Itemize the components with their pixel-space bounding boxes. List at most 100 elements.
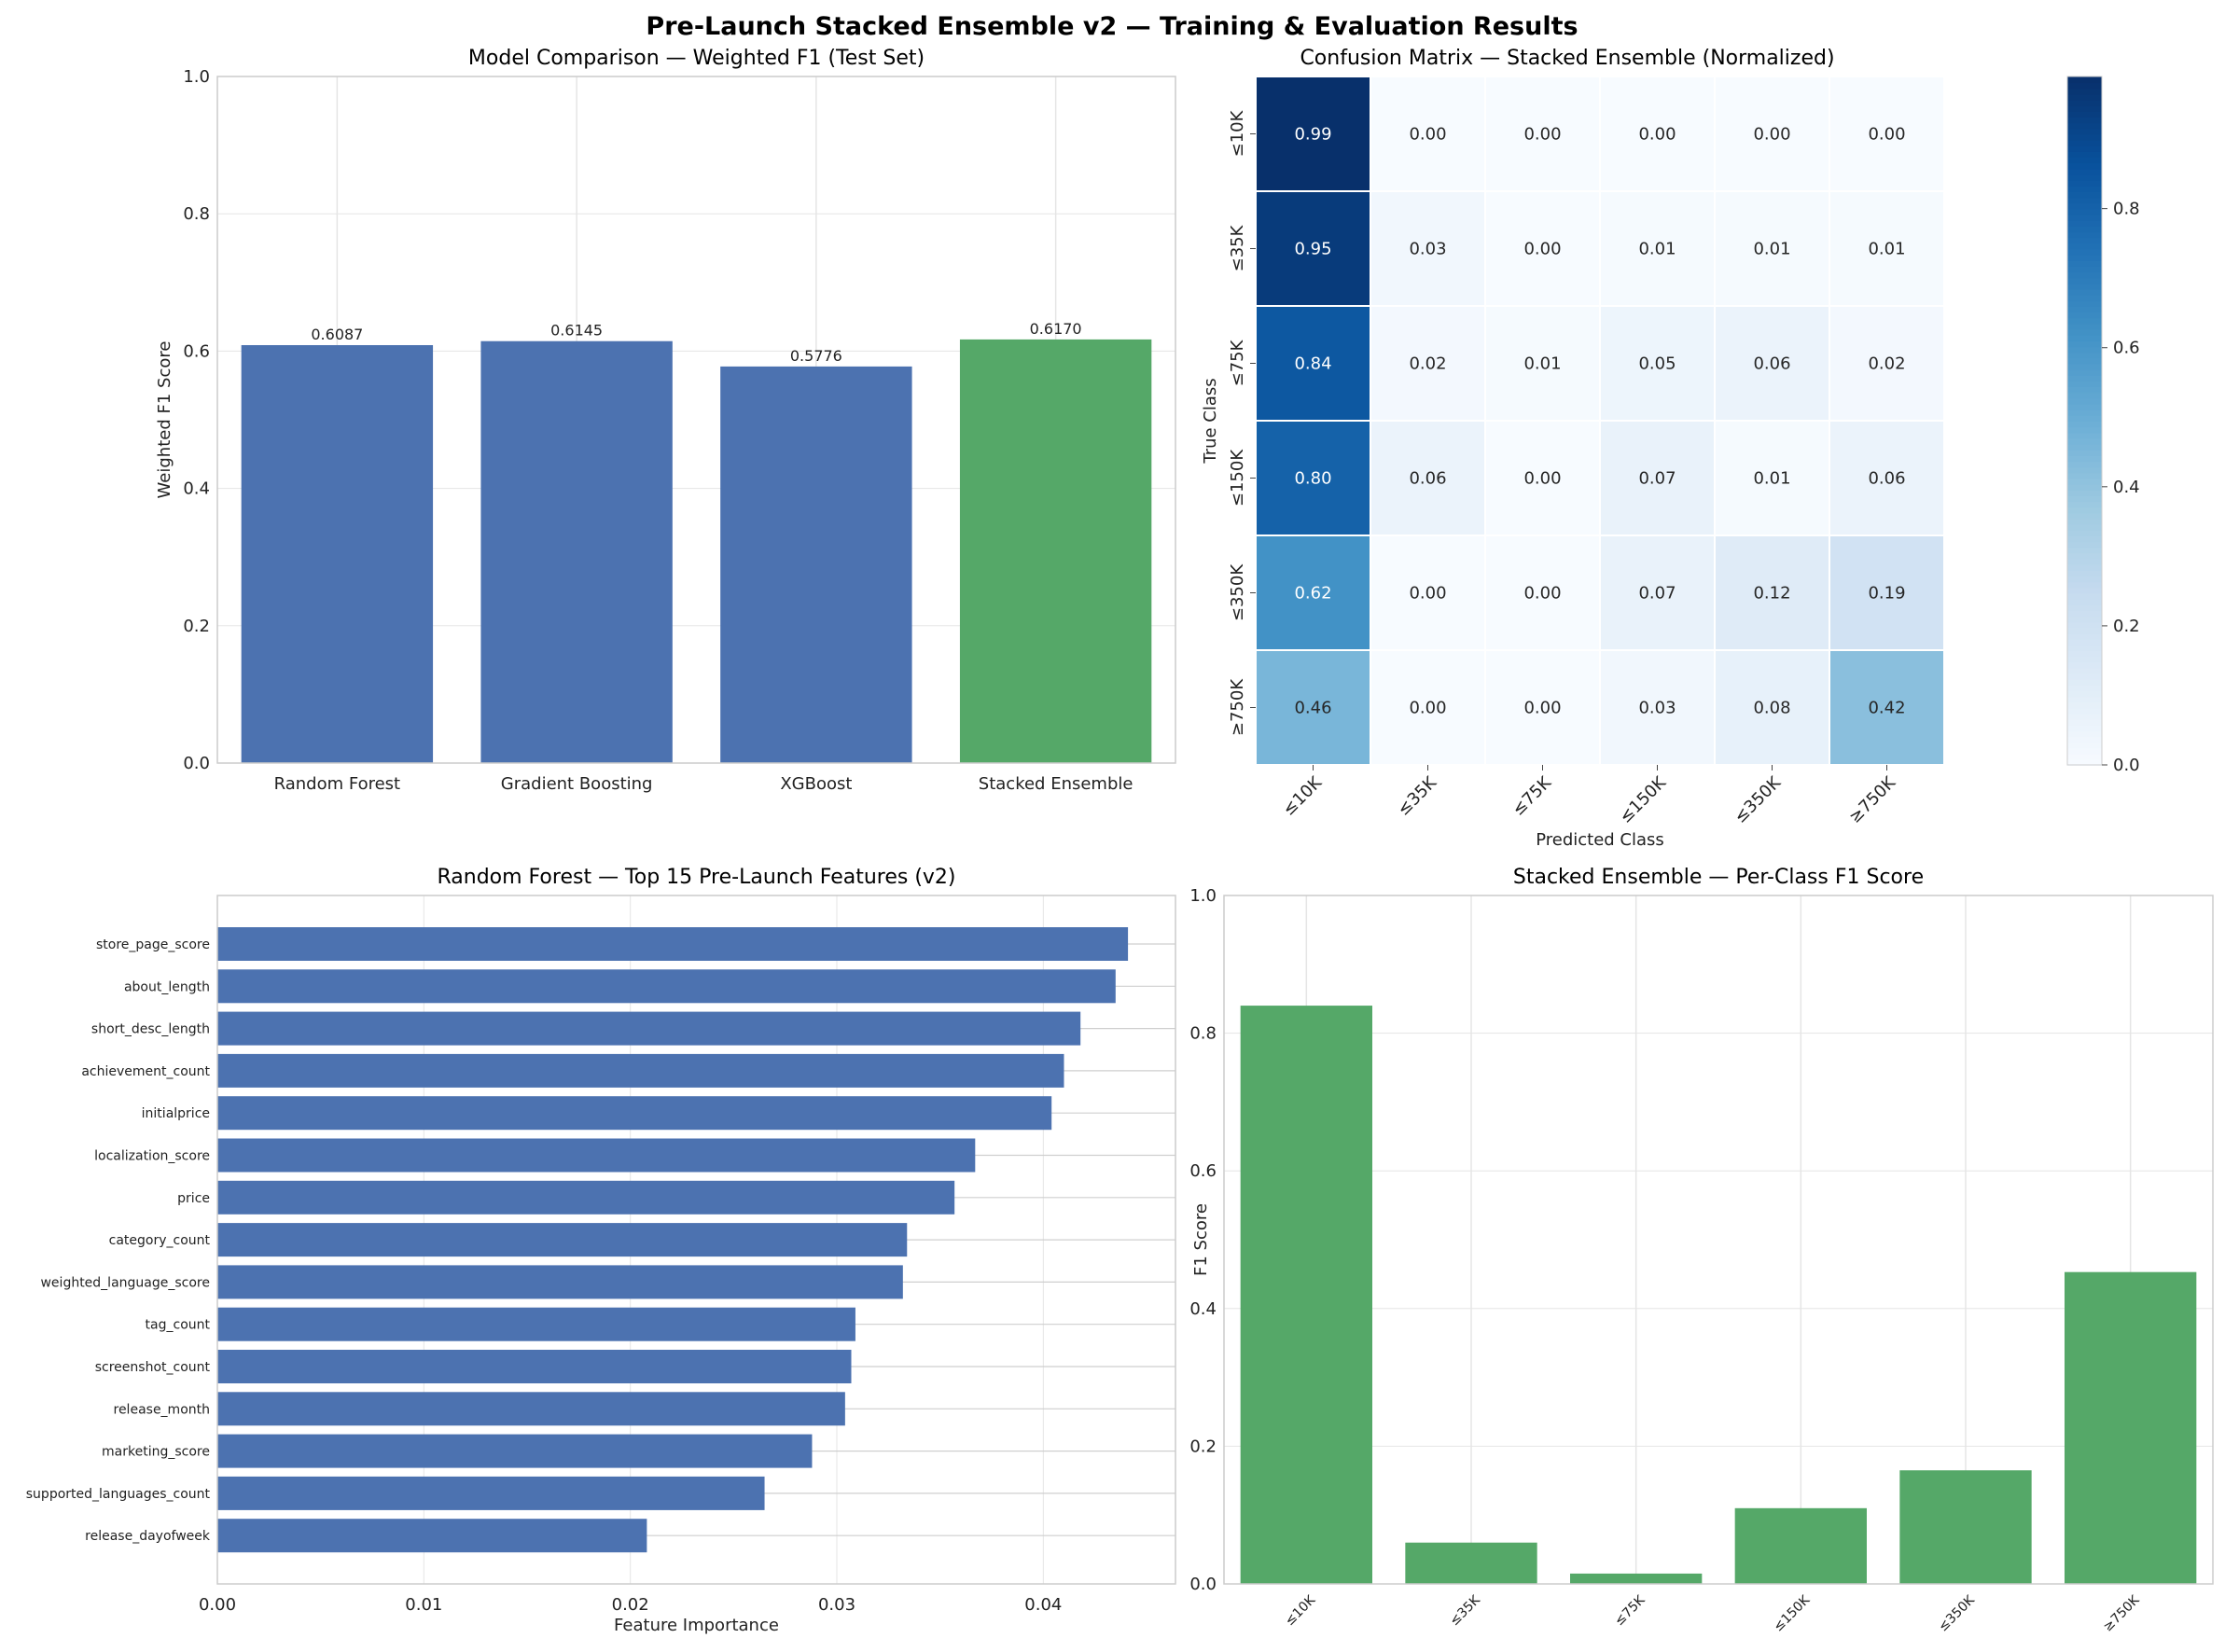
y-tick-label: 0.6 (1189, 1161, 1217, 1181)
heatmap-cell (1829, 649, 1945, 766)
colorbar-segment (2067, 133, 2102, 141)
cell-value-label: 0.42 (1868, 699, 1905, 718)
colorbar-segment (2067, 306, 2102, 313)
chart-title: Confusion Matrix — Stacked Ensemble (Nor… (1300, 47, 1834, 70)
colorbar-segment (2067, 558, 2102, 565)
colorbar-segment (2067, 225, 2102, 233)
axes-frame (1223, 895, 2214, 1585)
colorbar-segment (2067, 690, 2102, 698)
colorbar-segment (2067, 139, 2102, 146)
colorbar-segment (2067, 128, 2102, 135)
cell-value-label: 0.00 (1523, 469, 1561, 489)
x-tick-label: ≤150K (1616, 772, 1671, 827)
colorbar-segment (2067, 518, 2102, 525)
cell-value-label: 0.02 (1868, 354, 1905, 374)
colorbar-segment (2067, 507, 2102, 514)
heatmap-cell (1714, 76, 1830, 192)
y-tick-label: 0.4 (1189, 1299, 1217, 1319)
x-tick-label: ≤150K (1771, 1592, 1814, 1635)
colorbar-tick-label: 0.0 (2113, 756, 2140, 775)
colorbar-segment (2067, 202, 2102, 210)
colorbar-segment (2067, 443, 2102, 451)
bar-10 (217, 1350, 852, 1383)
bar-value-label: 0.6170 (1030, 320, 1082, 338)
y-tick-label: 0.0 (183, 754, 210, 773)
colorbar-segment (2067, 581, 2102, 589)
colorbar-segment (2067, 730, 2102, 738)
colorbar-segment (2067, 512, 2102, 520)
colorbar-segment (2067, 323, 2102, 330)
colorbar-segment (2067, 191, 2102, 199)
cell-value-label: 0.00 (1523, 584, 1561, 604)
colorbar-segment (2067, 747, 2102, 755)
colorbar-segment (2067, 340, 2102, 348)
colorbar-segment (2067, 380, 2102, 388)
colorbar-segment (2067, 569, 2102, 577)
colorbar-segment (2067, 277, 2102, 285)
colorbar-segment (2067, 317, 2102, 325)
heatmap-cell (1370, 305, 1486, 422)
cell-value-label: 0.02 (1409, 354, 1446, 374)
colorbar-segment (2067, 701, 2102, 709)
y-tick-label: store_page_score (96, 937, 210, 952)
colorbar-segment (2067, 271, 2102, 279)
colorbar-segment (2067, 523, 2102, 531)
colorbar-segment (2067, 707, 2102, 715)
chart-title: Stacked Ensemble — Per-Class F1 Score (1513, 866, 1924, 889)
x-tick-label: ≥750K (2100, 1592, 2143, 1635)
bar-4 (217, 1096, 1052, 1131)
cell-value-label: 0.00 (1523, 125, 1561, 145)
colorbar-segment (2067, 466, 2102, 474)
x-tick-label: ≤75K (1509, 772, 1556, 820)
x-tick-label: 0.00 (199, 1595, 236, 1615)
colorbar-segment (2067, 368, 2102, 376)
bar-4 (1899, 1470, 2032, 1584)
colorbar-segment (2067, 76, 2102, 84)
cell-value-label: 0.06 (1868, 469, 1905, 489)
heatmap-cell (1255, 420, 1371, 536)
colorbar-segment (2067, 294, 2102, 301)
bar-value-label: 0.5776 (790, 347, 842, 365)
colorbar-segment (2067, 696, 2102, 703)
heatmap-cell (1370, 420, 1486, 536)
confusion-matrix-chart: Confusion Matrix — Stacked Ensemble (Nor… (1201, 47, 2140, 850)
colorbar-segment (2067, 718, 2102, 726)
cell-value-label: 0.84 (1294, 354, 1331, 374)
colorbar-segment (2067, 117, 2102, 124)
colorbar-segment (2067, 541, 2102, 548)
x-tick-label: Gradient Boosting (501, 774, 653, 794)
heatmap-cell (1599, 305, 1716, 422)
heatmap-cell (1829, 190, 1945, 307)
x-tick-label: ≤35K (1394, 772, 1441, 820)
bar-6 (217, 1180, 955, 1215)
y-tick-label: marketing_score (102, 1445, 210, 1460)
x-tick-label: ≤350K (1731, 772, 1786, 827)
x-tick-label: ≤10K (1279, 772, 1327, 820)
colorbar-segment (2067, 432, 2102, 439)
bar-7 (217, 1223, 908, 1257)
colorbar-segment (2067, 110, 2102, 118)
colorbar-segment (2067, 185, 2102, 192)
colorbar-segment (2067, 598, 2102, 605)
colorbar-segment (2067, 742, 2102, 749)
bar-14 (217, 1519, 647, 1553)
y-tick-label: ≥750K (1228, 678, 1247, 736)
bar-5 (2065, 1271, 2197, 1584)
colorbar-tick-label: 0.2 (2113, 617, 2140, 636)
x-tick-label: 0.01 (405, 1595, 442, 1615)
cell-value-label: 0.62 (1294, 584, 1331, 604)
bar-0 (241, 344, 434, 763)
x-tick-label: ≤350K (1936, 1592, 1979, 1635)
colorbar-segment (2067, 587, 2102, 594)
y-tick-label: screenshot_count (95, 1360, 211, 1375)
colorbar-segment (2067, 632, 2102, 640)
heatmap-cell (1714, 649, 1830, 766)
colorbar-tick-label: 0.8 (2113, 200, 2140, 219)
cell-value-label: 0.00 (1523, 240, 1561, 259)
colorbar-segment (2067, 93, 2102, 101)
colorbar-segment (2067, 82, 2102, 90)
colorbar-segment (2067, 328, 2102, 336)
bar-value-label: 0.6145 (550, 322, 603, 340)
axes-frame (216, 895, 1176, 1585)
feature-importance-chart: Random Forest — Top 15 Pre-Launch Featur… (26, 866, 1176, 1635)
